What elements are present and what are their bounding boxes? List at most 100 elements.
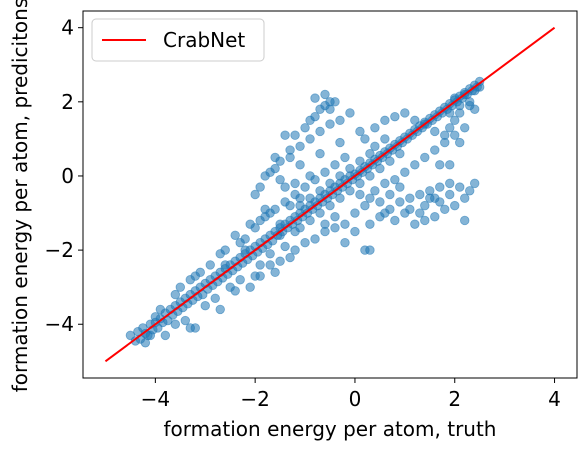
scatter-point [430,193,440,203]
scatter-point [310,234,320,244]
scatter-point [265,260,275,270]
crabnet-line [104,26,556,363]
scatter-point [410,219,420,229]
scatter-point [385,189,395,200]
scatter-point [450,130,460,140]
scatter-point [330,160,340,170]
scatter-point [355,126,365,137]
scatter-point [255,260,265,270]
scatter-point [275,219,285,229]
scatter-point [300,237,310,248]
scatter-point [355,156,365,166]
y-tick-label: 4 [61,16,74,40]
scatter-point [180,315,190,326]
scatter-point [285,200,295,211]
scatter-point [310,93,320,103]
scatter-point [355,178,365,189]
y-axis-label: formation energy per atom, predicitons [8,0,32,392]
scatter-point [365,219,375,229]
scatter-point [175,282,186,292]
scatter-point [140,338,151,348]
scatter-point [385,156,395,166]
scatter-point [460,215,470,226]
scatter-point [435,182,445,192]
scatter-point [375,163,385,174]
scatter-point [380,208,390,218]
scatter-point [220,260,230,270]
scatter-point [250,271,260,281]
scatter-point [470,104,480,114]
scatter-point [420,215,430,226]
scatter-point [315,126,325,137]
scatter-point [185,275,195,285]
scatter-point [365,171,375,181]
scatter-point [160,330,171,341]
scatter-point [215,304,225,315]
scatter-point [405,193,415,203]
x-tick-label: 4 [548,387,561,411]
scatter-point [460,193,470,203]
scatter-point [260,204,270,215]
scatter-point [290,130,300,140]
scatter-point [445,160,455,170]
scatter-point [210,293,220,304]
scatter-point [335,193,345,203]
scatter-point [245,219,255,229]
scatter-point [380,134,390,144]
scatter-point [170,289,181,300]
scatter-point [400,208,410,218]
scatter-point [275,256,285,266]
plot-frame [82,10,578,379]
scatter-point [305,193,315,203]
scatter-point [305,215,315,226]
scatter-point [240,245,250,255]
scatter-point [400,108,410,118]
scatter-point [350,208,360,218]
scatter-point [435,160,445,170]
scatter-point [150,312,161,322]
legend-box [91,18,265,62]
scatter-point [245,282,255,292]
scatter-point [455,100,465,111]
scatter-point [315,149,325,159]
scatter-point [440,204,450,215]
scatter-point [365,149,375,159]
scatter-point [285,145,295,155]
x-tick-label: 0 [349,387,362,411]
scatter-point [400,167,410,177]
scatter-point [250,189,260,200]
scatter-point [465,97,475,107]
scatter-point [370,141,380,152]
scatter-point [445,108,455,118]
scatter-point [390,111,400,122]
y-tick-label: 2 [61,90,74,114]
scatter-point [265,249,275,259]
scatter-point [315,104,325,114]
scatter-point [315,208,325,218]
scatter-point [445,178,455,189]
scatter-point [205,260,215,270]
scatter-point [275,174,285,185]
scatter-point [335,137,345,148]
x-tick-label: 2 [448,387,461,411]
y-axis-ticks: −4 −2 0 2 4 [45,16,83,336]
scatter-point [465,186,475,196]
scatter-point [340,237,350,248]
scatter-point [230,286,240,296]
scatter-point [360,134,370,144]
scatter-point [370,186,380,196]
scatter-point [295,141,305,152]
scatter-point [355,189,365,200]
scatter-point [240,234,250,244]
scatter-point [145,330,156,341]
x-tick-label: −2 [240,387,269,411]
scatter-point [445,123,455,133]
scatter-point [215,249,225,259]
scatter-point [375,197,385,207]
scatter-point [255,215,265,226]
scatter-point [320,89,330,100]
scatter-point [155,304,166,315]
scatter-point [270,267,280,278]
crabnet-line-layer [104,26,556,363]
scatter-point [430,212,440,222]
